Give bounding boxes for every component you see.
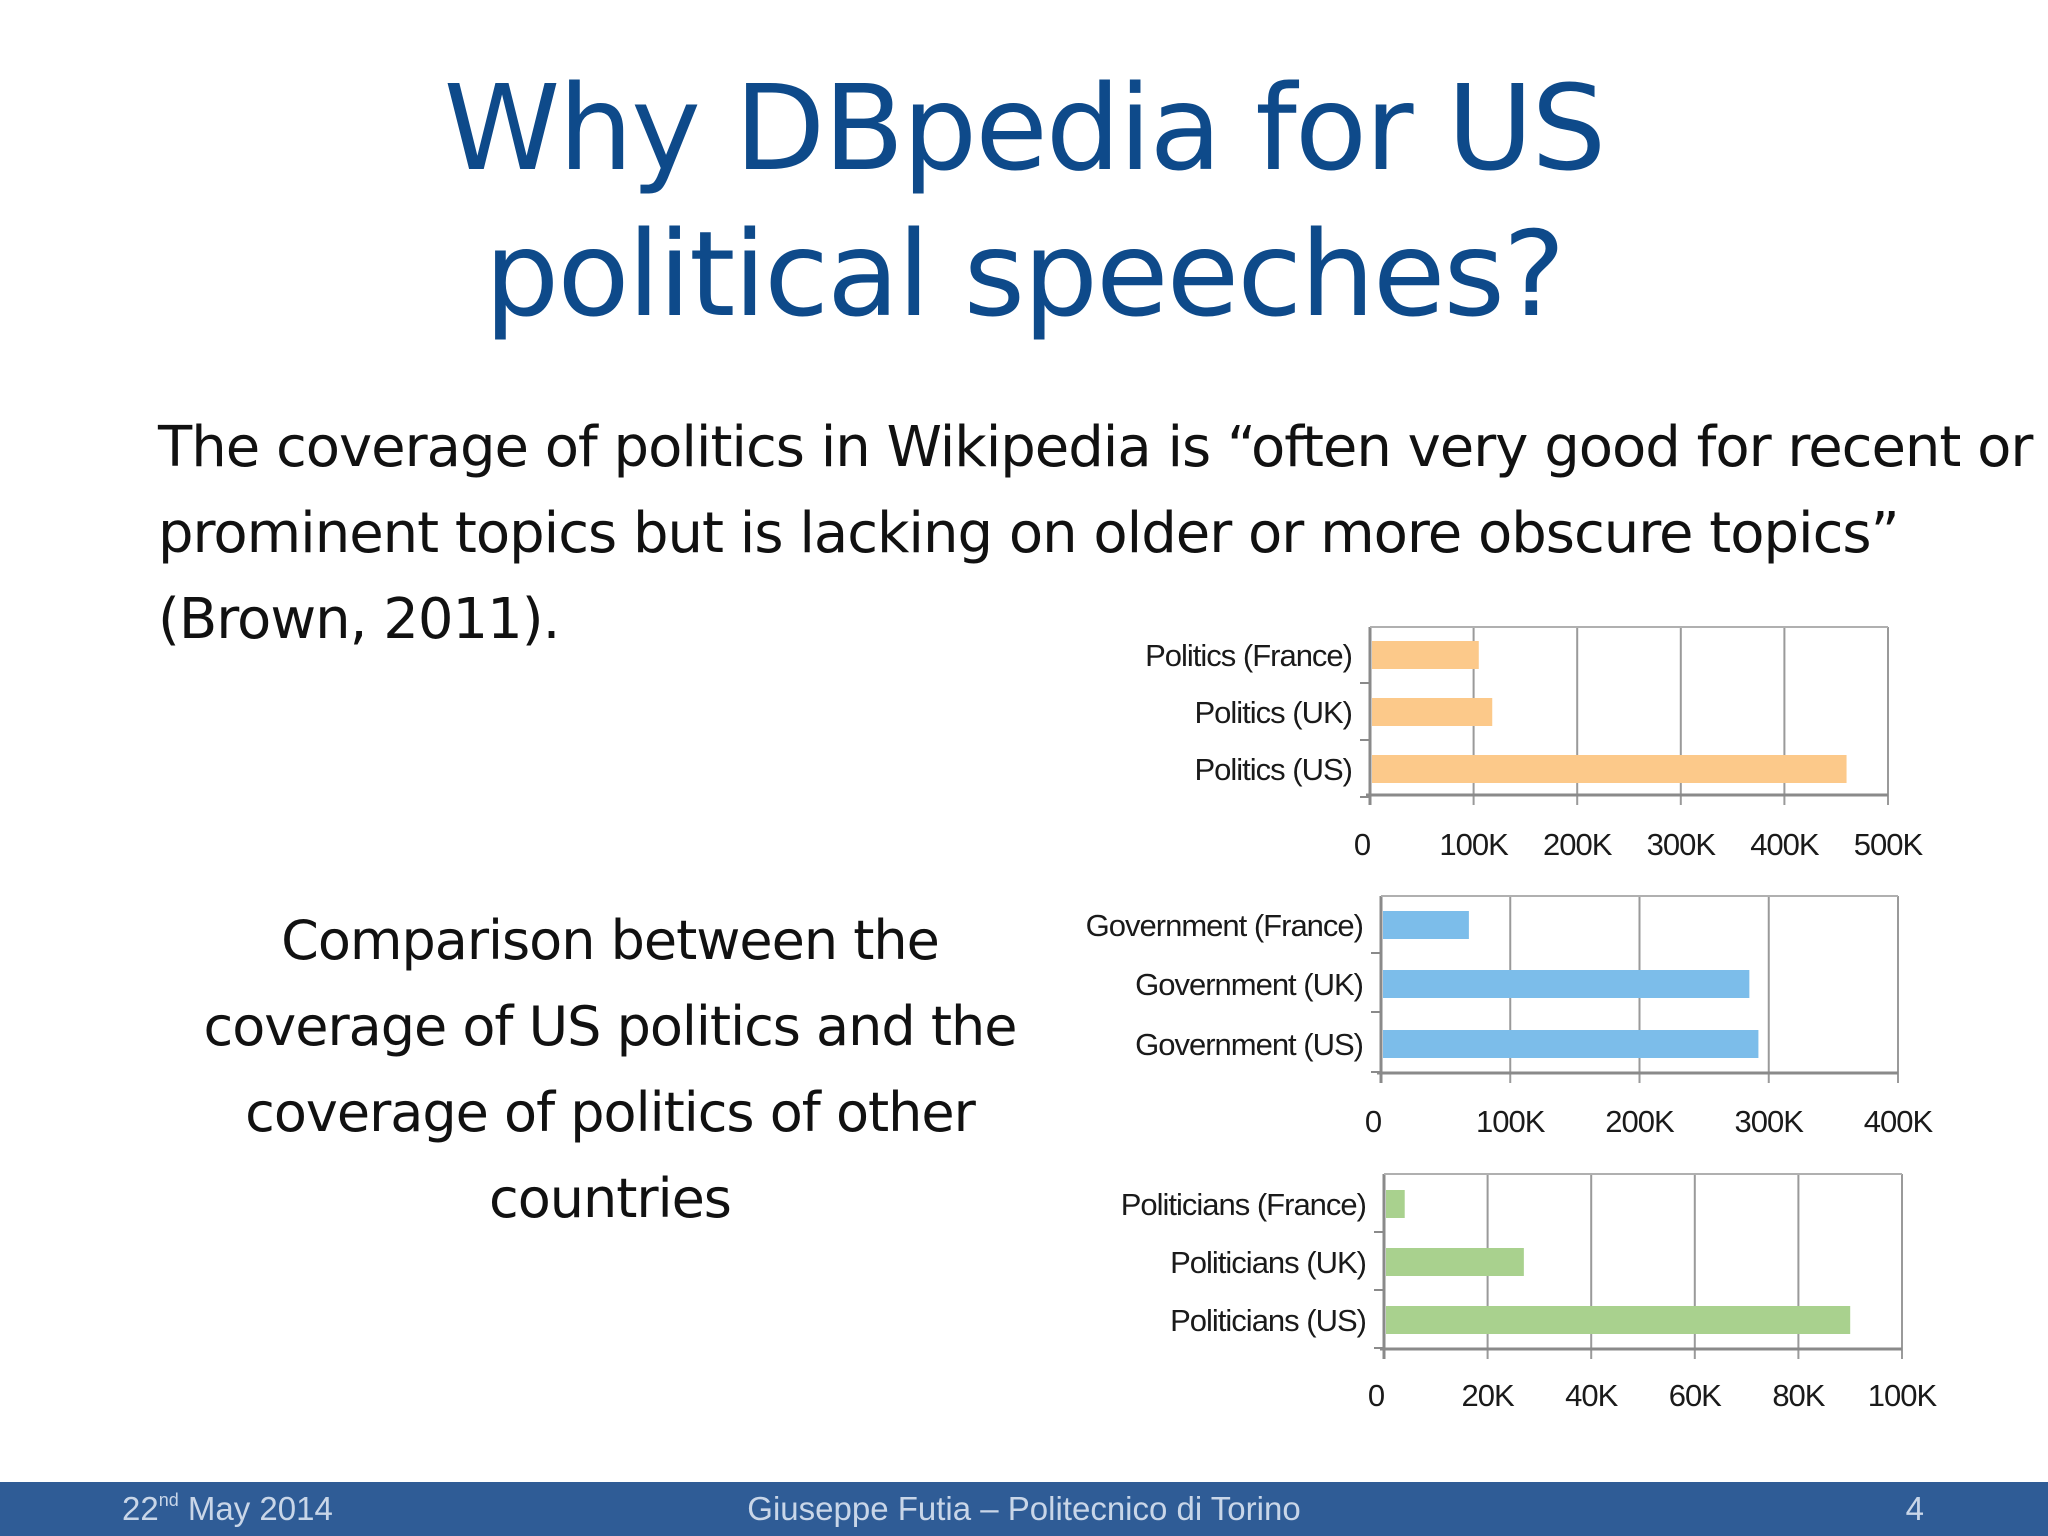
bar <box>1386 1190 1405 1218</box>
category-label: Politicians (France) <box>1121 1187 1366 1222</box>
tick-label: 100K <box>1476 1104 1546 1139</box>
tick-label: 400K <box>1750 827 1820 862</box>
quote-text: The coverage of politics in Wikipedia is… <box>158 405 2033 663</box>
bar <box>1383 1030 1759 1058</box>
tick-label: 40K <box>1565 1378 1618 1413</box>
tick-label: 60K <box>1669 1378 1722 1413</box>
title-line: political speeches? <box>484 205 1565 343</box>
category-label: Government (US) <box>1135 1027 1363 1062</box>
tick-label: 0 <box>1354 827 1371 862</box>
category-label: Politics (UK) <box>1194 695 1352 730</box>
tick-label: 100K <box>1439 827 1509 862</box>
quote-line: (Brown, 2011). <box>158 587 560 652</box>
title-line: Why DBpedia for US <box>443 59 1607 197</box>
quote-line: The coverage of politics in Wikipedia is… <box>158 415 2033 480</box>
slide-title: Why DBpedia for US political speeches? <box>0 55 2048 347</box>
bar <box>1372 755 1847 783</box>
tick-label: 200K <box>1543 827 1613 862</box>
tick-label: 0 <box>1365 1104 1382 1139</box>
tick-label: 20K <box>1462 1378 1515 1413</box>
quote-line: prominent topics but is lacking on older… <box>158 501 1900 566</box>
footer-date: 22nd May 2014 <box>122 1490 333 1528</box>
tick-label: 400K <box>1864 1104 1934 1139</box>
bar-chart-politicians: Politicians (France) Politicians (UK) Poli… <box>1121 1173 1939 1413</box>
category-label: Government (UK) <box>1135 967 1363 1002</box>
bar-chart-government: Government (France) Government (UK) Govern… <box>1086 895 1935 1139</box>
footer-date-suffix: nd <box>158 1490 179 1510</box>
category-label: Government (France) <box>1086 908 1363 943</box>
category-label: Politicians (UK) <box>1170 1245 1366 1280</box>
caption-line: Comparison between the <box>281 909 940 972</box>
bar <box>1386 1248 1524 1276</box>
caption-line: countries <box>489 1167 732 1230</box>
caption-line: coverage of politics of other <box>245 1081 976 1144</box>
footer-date-day: 22 <box>122 1490 159 1527</box>
tick-label: 300K <box>1647 827 1717 862</box>
bar <box>1372 698 1493 726</box>
footer-bar: 22nd May 2014 Giuseppe Futia – Politecni… <box>0 1482 2048 1536</box>
chart-caption: Comparison between the coverage of US po… <box>180 898 1040 1242</box>
tick-label: 0 <box>1368 1378 1385 1413</box>
category-label: Politics (US) <box>1194 752 1352 787</box>
caption-line: coverage of US politics and the <box>203 995 1018 1058</box>
tick-label: 100K <box>1868 1378 1938 1413</box>
bar <box>1383 911 1469 939</box>
tick-label: 300K <box>1735 1104 1805 1139</box>
tick-label: 80K <box>1772 1378 1825 1413</box>
page-number: 4 <box>1905 1490 1924 1527</box>
footer-date-rest: May 2014 <box>178 1490 333 1527</box>
footer-author: Giuseppe Futia – Politecnico di Torino <box>747 1490 1301 1527</box>
tick-label: 500K <box>1854 827 1924 862</box>
category-label: Politicians (US) <box>1170 1303 1366 1338</box>
bar <box>1383 970 1750 998</box>
bar <box>1386 1306 1851 1334</box>
tick-label: 200K <box>1605 1104 1675 1139</box>
